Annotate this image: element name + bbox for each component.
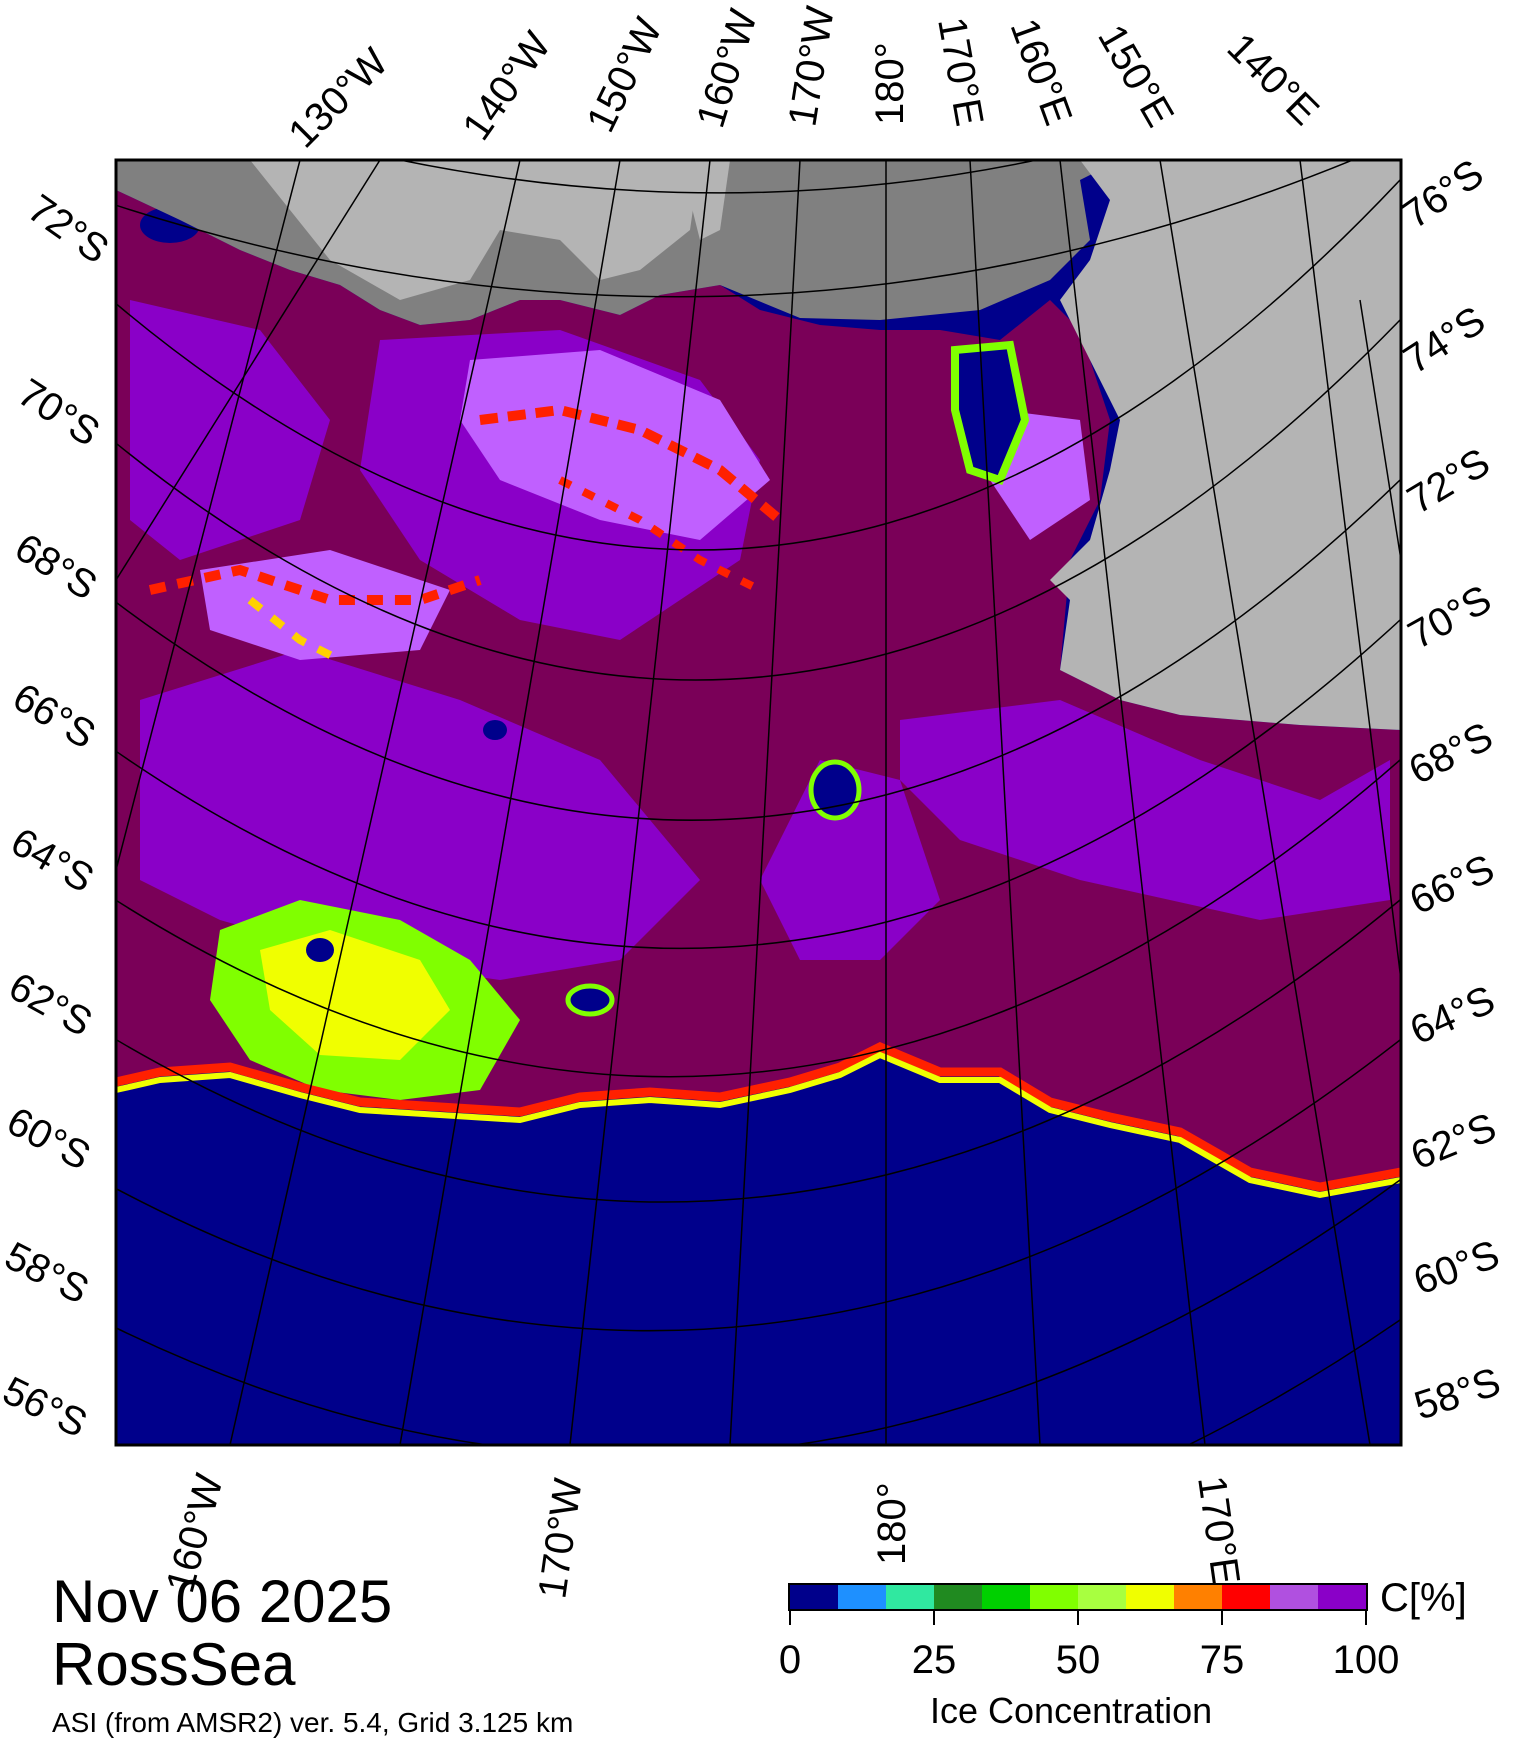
- map-frame: [114, 158, 1403, 1447]
- lat-label: 76°S: [1395, 151, 1492, 237]
- colorbar-tick-label: 50: [1055, 1638, 1101, 1682]
- lon-label: 160°W: [689, 4, 766, 132]
- lat-label: 74°S: [1396, 298, 1493, 382]
- lon-label: 150°W: [579, 11, 671, 139]
- colorbar-tick-mark: [933, 1611, 935, 1625]
- colorbar-tick-label: 100: [1332, 1638, 1400, 1682]
- lat-label: 58°S: [1409, 1360, 1506, 1429]
- colorbar-tick-label: 0: [778, 1638, 802, 1682]
- right-latitude-labels: 76°S 74°S 72°S 70°S 68°S 66°S 64°S 62°S …: [1395, 151, 1506, 1428]
- lat-label: 56°S: [0, 1369, 94, 1447]
- colorbar-segment: [1318, 1585, 1366, 1609]
- lat-label: 68°S: [1402, 714, 1500, 793]
- lat-label: 64°S: [4, 820, 101, 902]
- lat-label: 72°S: [20, 186, 117, 272]
- land: [1050, 160, 1401, 730]
- ice-edge-band: [148, 564, 482, 605]
- colorbar-tick-label: 75: [1199, 1638, 1245, 1682]
- colorbar-segment: [1126, 1585, 1174, 1609]
- lon-label: 180°: [868, 42, 912, 125]
- low-ice-cluster: [260, 930, 450, 1060]
- lat-label: 70°S: [1401, 577, 1499, 658]
- ice-patch-high: [760, 760, 940, 960]
- polynya: [565, 983, 615, 1017]
- lon-label: 140°W: [454, 24, 559, 148]
- colorbar-segment: [1030, 1585, 1078, 1609]
- lon-label: 130°W: [280, 40, 396, 156]
- ice-edge-fringe: [116, 1042, 1401, 1192]
- lon-label: 170°E: [929, 14, 991, 129]
- colorbar-unit: C[%]: [1380, 1576, 1467, 1620]
- left-latitude-labels: 72°S 70°S 68°S 66°S 64°S 62°S 60°S 58°S …: [0, 186, 116, 1446]
- lon-label: 160°E: [1002, 13, 1081, 131]
- polynya: [483, 720, 507, 740]
- lat-label: 72°S: [1400, 440, 1497, 523]
- colorbar-tick-label: 25: [911, 1638, 957, 1682]
- lon-label: 180°: [870, 1482, 914, 1565]
- lat-label: 70°S: [10, 371, 107, 455]
- colorbar-segment: [982, 1585, 1030, 1609]
- lat-label: 62°S: [2, 964, 100, 1045]
- lon-label: 140°E: [1219, 25, 1327, 133]
- top-longitude-labels: 130°W 140°W 150°W 160°W 170°W 180° 170°E…: [280, 3, 1327, 156]
- colorbar-segment: [1174, 1585, 1222, 1609]
- lat-label: 62°S: [1405, 1105, 1502, 1178]
- date-label: Nov 06 2025: [52, 1568, 393, 1635]
- lat-label: 60°S: [1408, 1232, 1505, 1303]
- lon-label: 150°E: [1089, 18, 1182, 135]
- lat-label: 66°S: [1403, 846, 1501, 923]
- lon-label: 170°W: [530, 1476, 590, 1602]
- product-credit: ASI (from AMSR2) ver. 5.4, Grid 3.125 km: [52, 1707, 574, 1738]
- lat-label: 60°S: [0, 1099, 97, 1179]
- colorbar-segment: [886, 1585, 934, 1609]
- colorbar-tick-mark: [1221, 1611, 1223, 1625]
- ice-edge-band: [247, 596, 342, 664]
- ice-patch-mid: [460, 350, 770, 540]
- ice-edge-fringe: [116, 1051, 1401, 1199]
- polynya: [951, 340, 1030, 485]
- colorbar: [788, 1583, 1368, 1611]
- colorbar-title: Ice Concentration: [930, 1690, 1213, 1731]
- lat-label: 68°S: [7, 525, 104, 609]
- colorbar-segment: [790, 1585, 838, 1609]
- lat-label: 66°S: [5, 675, 102, 758]
- region-label: RossSea: [52, 1631, 296, 1698]
- graticule: [116, 160, 1401, 1445]
- lon-label: 170°E: [1189, 1473, 1248, 1587]
- lon-label: 170°W: [780, 3, 842, 129]
- colorbar-segment: [1078, 1585, 1126, 1609]
- land: [116, 160, 700, 300]
- ice-patch-high: [140, 650, 700, 980]
- polynya: [306, 938, 334, 962]
- colorbar-tick-mark: [789, 1611, 791, 1625]
- colorbar-tick-mark: [1077, 1611, 1079, 1625]
- lat-label: 64°S: [1404, 978, 1502, 1054]
- colorbar-segment: [1270, 1585, 1318, 1609]
- colorbar-segment: [1222, 1585, 1270, 1609]
- colorbar-tick-mark: [1365, 1611, 1367, 1625]
- colorbar-segment: [934, 1585, 982, 1609]
- lat-label: 58°S: [0, 1234, 96, 1313]
- colorbar-segment: [838, 1585, 886, 1609]
